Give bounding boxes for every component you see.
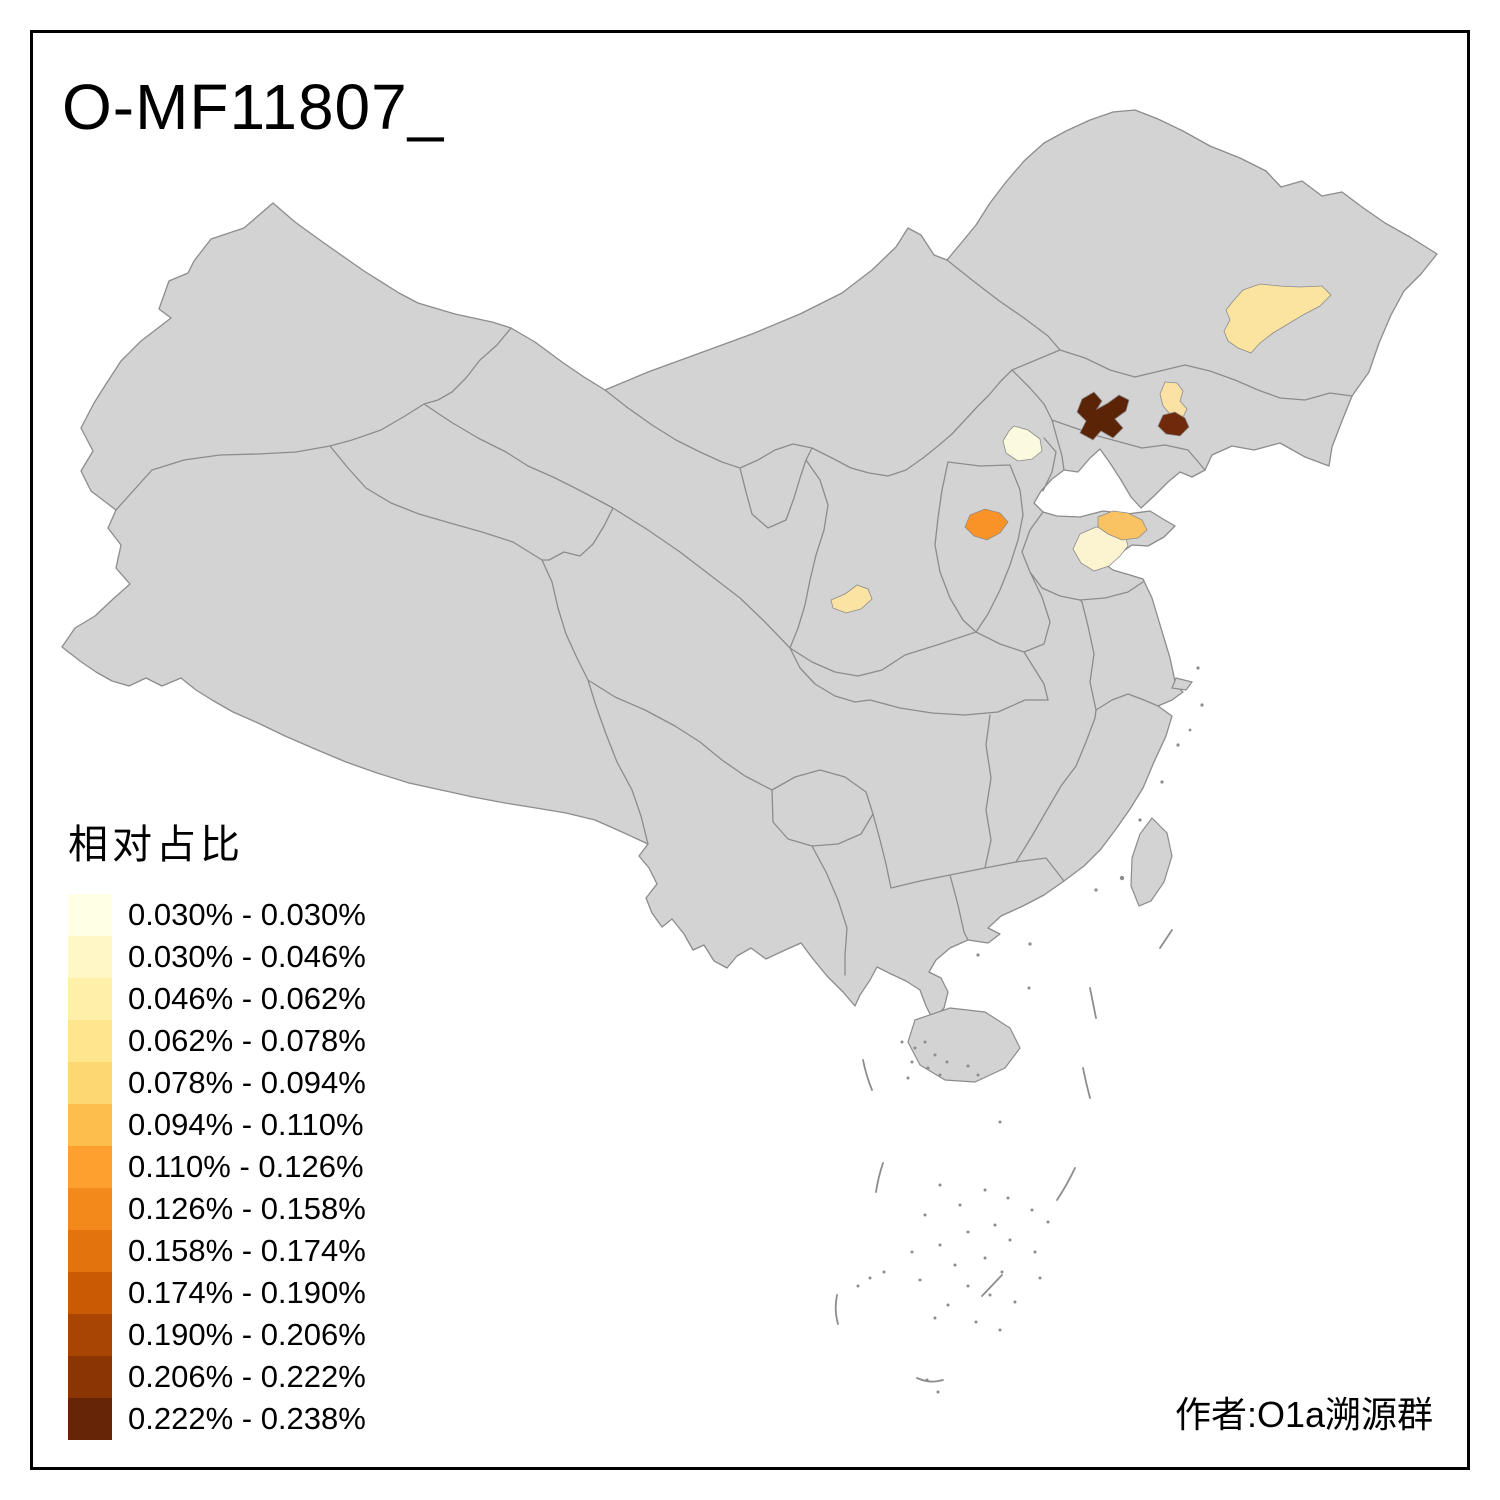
shaanxi-pale-region [830, 584, 873, 614]
beijing-pale-region [1002, 425, 1043, 462]
legend-swatch [68, 1314, 112, 1356]
legend-item: 0.046% - 0.062% [68, 978, 488, 1020]
legend-label: 0.206% - 0.222% [128, 1359, 366, 1394]
legend-swatch [68, 1188, 112, 1230]
legend-item: 0.222% - 0.238% [68, 1398, 488, 1440]
legend-label: 0.190% - 0.206% [128, 1317, 366, 1352]
legend-swatch [68, 1104, 112, 1146]
shanxi-orange-region [964, 508, 1009, 541]
taiwan-island [1130, 817, 1173, 907]
legend-label: 0.046% - 0.062% [128, 981, 366, 1016]
west-liaoning-dark-region [1076, 391, 1130, 441]
legend-label: 0.078% - 0.094% [128, 1065, 366, 1100]
legend-label: 0.110% - 0.126% [128, 1149, 364, 1184]
legend-item: 0.190% - 0.206% [68, 1314, 488, 1356]
legend-label: 0.222% - 0.238% [128, 1401, 366, 1436]
coastal-islets [976, 666, 1204, 957]
jilin-dark-region [1157, 411, 1190, 437]
legend-label: 0.174% - 0.190% [128, 1275, 366, 1310]
legend-item: 0.030% - 0.046% [68, 936, 488, 978]
legend-label: 0.158% - 0.174% [128, 1233, 366, 1268]
legend-swatch [68, 978, 112, 1020]
legend-item: 0.078% - 0.094% [68, 1062, 488, 1104]
hainan-island [907, 1007, 1021, 1083]
chongming-islet [1171, 677, 1194, 691]
legend-label: 0.030% - 0.046% [128, 939, 366, 974]
legend-item: 0.062% - 0.078% [68, 1020, 488, 1062]
legend-swatch [68, 1146, 112, 1188]
northeast-shandong-orange-region [1097, 510, 1148, 541]
legend-title: 相对占比 [68, 823, 244, 867]
heilongjiang-pale-region [1223, 283, 1332, 354]
legend-item: 0.206% - 0.222% [68, 1356, 488, 1398]
legend-swatch [68, 1398, 112, 1440]
legend-swatch [68, 1272, 112, 1314]
legend-label: 0.126% - 0.158% [128, 1191, 366, 1226]
legend: 相对占比 0.030% - 0.030% 0.030% - 0.046% 0.0… [68, 812, 488, 1440]
legend-label: 0.094% - 0.110% [128, 1107, 364, 1142]
legend-label: 0.062% - 0.078% [128, 1023, 366, 1058]
legend-item: 0.030% - 0.030% [68, 894, 488, 936]
page-title: O-MF11807_ [62, 71, 445, 143]
legend-swatch [68, 1356, 112, 1398]
china-mainland-shape [61, 109, 1438, 1021]
legend-swatch [68, 894, 112, 936]
legend-item: 0.126% - 0.158% [68, 1188, 488, 1230]
legend-item: 0.158% - 0.174% [68, 1230, 488, 1272]
legend-swatch [68, 1062, 112, 1104]
legend-item: 0.174% - 0.190% [68, 1272, 488, 1314]
south-china-sea-islands [856, 986, 1050, 1394]
legend-swatch [68, 936, 112, 978]
legend-rows: 0.030% - 0.030% 0.030% - 0.046% 0.046% -… [68, 894, 488, 1440]
sea-boundary-dashes [834, 929, 1173, 1383]
legend-swatch [68, 1230, 112, 1272]
province-borders [115, 259, 1353, 976]
jilin-pale-region [1159, 381, 1188, 418]
legend-swatch [68, 1020, 112, 1062]
legend-label: 0.030% - 0.030% [128, 897, 366, 932]
legend-item: 0.110% - 0.126% [68, 1146, 488, 1188]
legend-item: 0.094% - 0.110% [68, 1104, 488, 1146]
attribution-text: 作者:O1a溯源群 [1174, 1394, 1433, 1435]
